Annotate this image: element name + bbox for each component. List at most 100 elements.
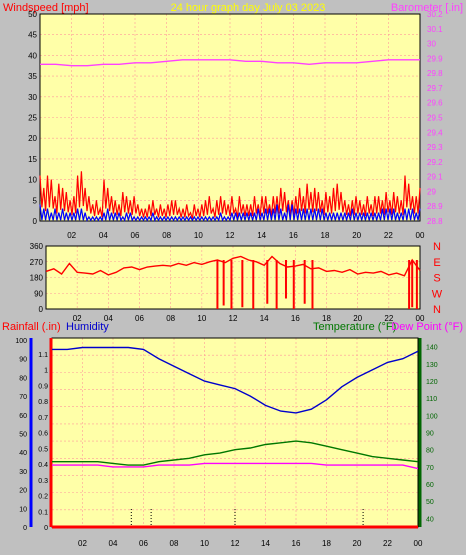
temp-x-tick: 14 — [261, 539, 270, 548]
direction-x-tick: 08 — [166, 314, 175, 323]
rainfall-y-tick: 0.5 — [38, 446, 48, 453]
wind-x-tick: 08 — [162, 231, 171, 240]
temp-x-tick: 00 — [414, 539, 423, 548]
temperature-y-tick: 100 — [426, 413, 438, 420]
windspeed-y-tick: 5 — [33, 196, 38, 205]
wind-x-tick: 00 — [416, 231, 425, 240]
wind-x-tick: 16 — [289, 231, 298, 240]
barometer-y-tick: 29.4 — [427, 128, 443, 137]
direction-y-tick: 180 — [30, 274, 44, 283]
barometer-series — [40, 59, 420, 67]
windspeed-y-tick: 35 — [28, 72, 37, 81]
direction-y-tick: 90 — [34, 289, 43, 298]
rainfall-y-tick: 0.2 — [38, 494, 48, 501]
compass-label: S — [433, 273, 440, 285]
humidity-y-tick: 0 — [23, 525, 27, 532]
temp-x-tick: 12 — [231, 539, 240, 548]
wind-x-tick: 14 — [257, 231, 266, 240]
rainfall-y-tick: 0.6 — [38, 431, 48, 438]
barometer-y-tick: 28.9 — [427, 202, 443, 211]
barometer-y-tick: 29.1 — [427, 173, 443, 182]
rainfall-y-tick: 0.1 — [38, 509, 48, 516]
temperature-y-tick: 80 — [426, 448, 434, 455]
direction-x-tick: 16 — [291, 314, 300, 323]
direction-x-tick: 22 — [384, 314, 393, 323]
barometer-y-tick: 30.2 — [427, 10, 443, 19]
barometer-y-tick: 29 — [427, 187, 436, 196]
compass-label: N — [433, 241, 441, 253]
graph-title: 24 hour graph day July 03 2023 — [171, 2, 326, 14]
rainfall-y-tick: 0.9 — [38, 383, 48, 390]
windgust-series — [39, 171, 421, 219]
direction-y-tick: 360 — [30, 242, 44, 251]
temp-x-tick: 04 — [109, 539, 118, 548]
humidity-y-tick: 50 — [19, 432, 27, 439]
humidity-axis-title: Humidity — [66, 321, 109, 333]
rainfall-y-tick: 1 — [44, 368, 48, 375]
direction-y-tick: 0 — [39, 305, 44, 314]
barometer-y-tick: 29.3 — [427, 143, 443, 152]
humidity-y-tick: 70 — [19, 394, 27, 401]
barometer-y-tick: 29.9 — [427, 54, 443, 63]
barometer-y-tick: 30 — [427, 40, 436, 49]
compass-label: W — [432, 288, 443, 300]
wind-x-tick: 04 — [99, 231, 108, 240]
direction-frame — [45, 245, 421, 310]
humidity-y-tick: 20 — [19, 488, 27, 495]
humidity-series — [52, 346, 419, 414]
temperature-y-tick: 40 — [426, 516, 434, 523]
temp-x-tick: 02 — [78, 539, 87, 548]
barometer-y-tick: 29.2 — [427, 158, 443, 167]
rainfall-y-tick: 0.3 — [38, 478, 48, 485]
direction-x-tick: 14 — [260, 314, 269, 323]
windspeed-y-tick: 30 — [28, 93, 37, 102]
rainfall-y-tick: 1.1 — [38, 352, 48, 359]
direction-y-tick: 270 — [30, 258, 44, 267]
windspeed-y-tick: 15 — [28, 155, 37, 164]
top-title-bar — [0, 0, 466, 14]
wind-x-tick: 12 — [226, 231, 235, 240]
temp-x-tick: 16 — [292, 539, 301, 548]
compass-label: N — [433, 304, 441, 316]
humidity-y-tick: 90 — [19, 357, 27, 364]
barometer-y-tick: 28.8 — [427, 217, 443, 226]
direction-x-tick: 12 — [229, 314, 238, 323]
windspeed-y-tick: 45 — [28, 31, 37, 40]
direction-x-tick: 04 — [104, 314, 113, 323]
barometer-y-tick: 29.7 — [427, 84, 443, 93]
temp-x-tick: 06 — [139, 539, 148, 548]
humidity-y-tick: 10 — [19, 506, 27, 513]
windspeed-y-tick: 40 — [28, 51, 37, 60]
rainfall-axis-title: Rainfall (.in) — [2, 321, 61, 333]
barometer-y-tick: 30.1 — [427, 25, 443, 34]
temperature-panel: 010203040506070809010000.10.20.30.40.50.… — [15, 337, 438, 548]
temperature-y-tick: 70 — [426, 465, 434, 472]
humidity-y-tick: 60 — [19, 413, 27, 420]
windspeed-y-tick: 10 — [28, 176, 37, 185]
temperature-y-tick: 110 — [426, 396, 437, 403]
dewpoint-axis-title: Dew Point (°F) — [391, 321, 463, 333]
wind-x-tick: 20 — [352, 231, 361, 240]
humidity-y-tick: 100 — [15, 338, 27, 345]
direction-x-tick: 02 — [73, 314, 82, 323]
windavg-series — [39, 204, 421, 222]
wind-x-tick: 18 — [321, 231, 330, 240]
temp-x-tick: 20 — [353, 539, 362, 548]
wind-x-tick: 06 — [131, 231, 140, 240]
direction-x-tick: 00 — [416, 314, 425, 323]
temperature-series — [52, 440, 419, 466]
dewpoint-series — [52, 462, 419, 470]
temperature-y-tick: 50 — [426, 499, 434, 506]
barometer-y-tick: 29.5 — [427, 114, 443, 123]
temp-x-tick: 08 — [170, 539, 179, 548]
barometer-y-tick: 29.6 — [427, 99, 443, 108]
temp-x-tick: 22 — [383, 539, 392, 548]
temperature-y-tick: 90 — [426, 431, 434, 438]
temperature-y-tick: 130 — [426, 362, 438, 369]
windspeed-y-tick: 0 — [33, 217, 38, 226]
windspeed-y-tick: 50 — [28, 10, 37, 19]
windspeed-axis-title: Windspeed [mph] — [3, 2, 89, 14]
direction-x-tick: 18 — [322, 314, 331, 323]
